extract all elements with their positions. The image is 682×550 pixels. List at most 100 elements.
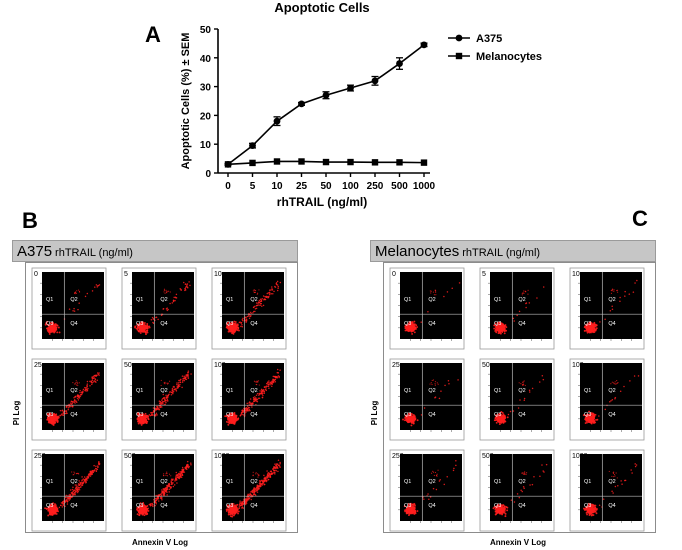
x-tick-label: 100 [342, 181, 359, 192]
event-dot [170, 393, 173, 396]
event-dot [163, 489, 165, 492]
event-dot [157, 500, 160, 502]
event-dot [91, 381, 94, 384]
event-dot [265, 296, 267, 298]
event-dot [262, 482, 264, 485]
event-dot [98, 461, 100, 463]
event-dot [457, 379, 459, 381]
event-dot [78, 484, 80, 486]
event-dot [78, 489, 81, 491]
event-dot [136, 323, 139, 325]
event-dot [432, 379, 435, 381]
event-dot [237, 417, 240, 420]
quadrant-label: Q4 [250, 321, 257, 327]
event-dot [72, 381, 74, 384]
event-dot [162, 473, 165, 475]
event-dot [74, 484, 77, 486]
event-dot [256, 392, 259, 395]
event-dot [165, 396, 168, 398]
event-dot [74, 402, 76, 404]
event-dot [164, 381, 166, 383]
event-dot [61, 409, 64, 412]
event-dot [164, 487, 167, 490]
event-dot [427, 311, 429, 313]
quadrant-label: Q4 [250, 503, 257, 509]
event-dot [253, 310, 255, 313]
event-dot [250, 496, 252, 498]
event-dot [414, 418, 417, 421]
event-dot [248, 315, 250, 317]
event-dot [145, 333, 147, 336]
event-dot [146, 329, 149, 332]
event-dot [183, 379, 186, 382]
event-dot [180, 472, 182, 475]
event-dot [415, 324, 418, 327]
event-dot [258, 480, 261, 482]
event-dot [91, 379, 94, 382]
event-dot [254, 308, 257, 310]
x-tick-label: 25 [296, 181, 308, 192]
event-dot [506, 416, 509, 419]
event-dot [242, 317, 244, 320]
event-dot [72, 493, 74, 495]
event-dot [168, 482, 170, 485]
event-dot [74, 292, 76, 294]
event-dot [225, 510, 228, 512]
event-dot [423, 407, 426, 409]
event-dot [76, 290, 78, 292]
y-tick-label: 40 [200, 54, 212, 65]
event-dot [140, 327, 144, 331]
event-dot [180, 476, 183, 479]
event-dot [276, 289, 279, 292]
event-dot [276, 466, 279, 468]
x-tick-label: 1000 [413, 181, 436, 192]
event-dot [272, 292, 274, 295]
event-dot [277, 470, 279, 473]
event-dot [163, 288, 166, 290]
event-dot [174, 477, 177, 479]
event-dot [270, 470, 273, 472]
event-dot [91, 376, 93, 378]
event-dot [495, 421, 498, 424]
event-dot [147, 415, 150, 418]
event-dot [79, 481, 81, 484]
event-dot [277, 371, 279, 374]
event-dot [98, 372, 100, 374]
event-dot [613, 290, 615, 292]
quadrant-label: Q1 [46, 479, 53, 485]
dose-label: 25 [34, 362, 42, 369]
event-dot [165, 291, 167, 293]
event-dot [139, 323, 142, 326]
event-dot [97, 463, 100, 465]
panel-letter-b: B [22, 208, 38, 233]
event-dot [178, 475, 181, 477]
event-dot [593, 321, 596, 324]
event-dot [44, 507, 47, 510]
event-dot [134, 325, 137, 328]
event-dot [268, 289, 271, 291]
event-dot [235, 324, 238, 327]
event-dot [75, 382, 77, 384]
dose-label: 5 [124, 271, 128, 278]
event-dot [92, 377, 95, 380]
event-dot [167, 308, 169, 311]
event-dot [155, 412, 158, 415]
event-dot [45, 507, 48, 510]
event-dot [528, 389, 531, 391]
event-dot [403, 419, 406, 422]
event-dot [165, 472, 167, 475]
data-point [371, 159, 379, 166]
event-dot [86, 383, 89, 385]
event-dot [257, 473, 259, 475]
event-dot [516, 314, 518, 317]
event-dot [167, 290, 170, 292]
event-dot [227, 423, 230, 426]
event-dot [613, 289, 615, 291]
event-dot [241, 409, 244, 412]
event-dot [624, 290, 626, 293]
event-dot [271, 385, 273, 387]
